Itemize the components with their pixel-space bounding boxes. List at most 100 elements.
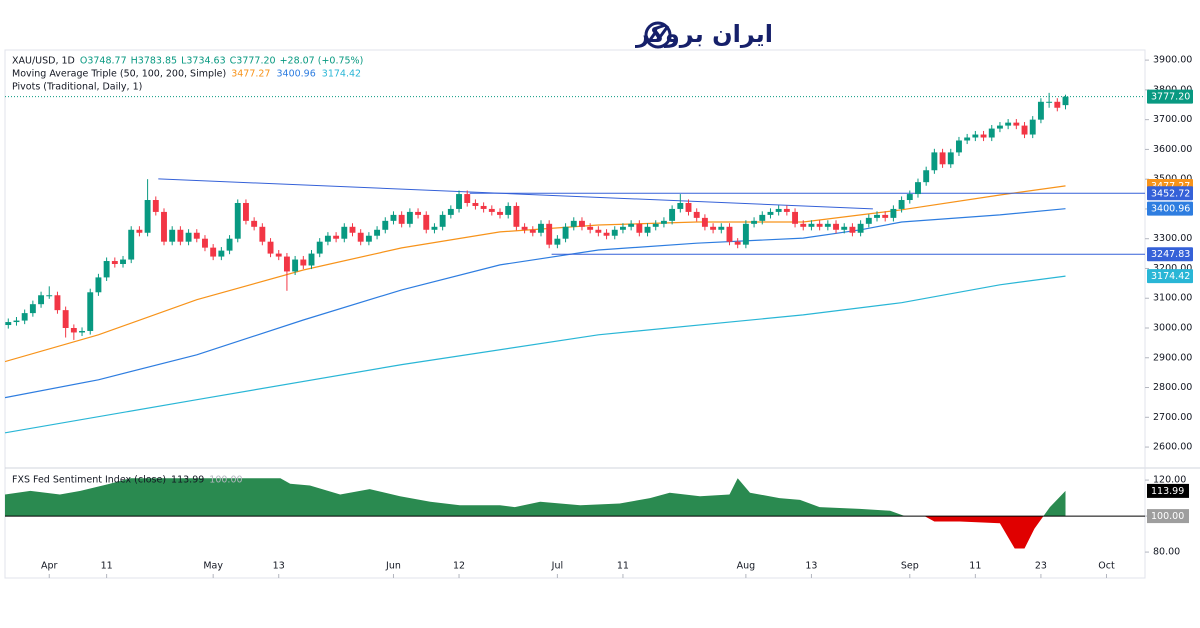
candle-body — [152, 200, 159, 212]
candle-body — [447, 208, 454, 215]
candle-body — [120, 259, 126, 265]
candle-body — [906, 194, 913, 201]
candle-body — [357, 232, 364, 242]
candle-body — [218, 250, 225, 257]
candle-body — [726, 226, 733, 242]
candle-body — [1062, 96, 1069, 106]
candle-body — [349, 226, 356, 233]
sentiment-label: 100.00 — [1151, 511, 1184, 522]
candle-body — [316, 241, 323, 254]
candle-body — [103, 261, 110, 278]
price-label-box — [1147, 89, 1193, 104]
candle-body — [275, 253, 282, 257]
main-pane — [5, 92, 1145, 434]
candle-body — [685, 202, 692, 212]
candle-body — [267, 241, 274, 254]
candle-body — [333, 235, 340, 239]
price-label-box — [1147, 247, 1193, 262]
candle-body — [587, 226, 594, 230]
legend-text: 113.99 — [171, 475, 204, 486]
legend-text: 3477.27 — [231, 69, 270, 80]
candle-body — [1029, 119, 1036, 135]
candle-body — [529, 229, 536, 233]
logo-icon — [644, 21, 672, 49]
candle-body — [242, 202, 249, 221]
candle-body — [161, 211, 167, 242]
candle-body — [882, 214, 889, 218]
candle-body — [259, 226, 266, 242]
moving-average — [5, 275, 1066, 434]
candle-body — [1005, 122, 1012, 126]
candle-body — [898, 200, 905, 209]
candle-body — [210, 247, 217, 257]
candle-body — [734, 241, 741, 245]
candle-body — [660, 220, 667, 224]
price-label: 3174.42 — [1151, 271, 1190, 282]
legend-text: 3174.42 — [322, 69, 361, 80]
x-tick-label: May — [203, 561, 223, 572]
candle-body — [1021, 125, 1028, 135]
candle-body — [365, 235, 372, 242]
candle-body — [472, 202, 479, 206]
candle-body — [742, 223, 749, 245]
price-label: 3452.72 — [1151, 188, 1190, 199]
y-tick-label: 2700.00 — [1153, 412, 1192, 423]
candle-body — [816, 223, 823, 227]
candle-body — [13, 320, 20, 323]
candle-body — [111, 261, 118, 265]
candle-body — [636, 223, 643, 233]
x-tick-label: Aug — [737, 561, 756, 572]
candle-body — [874, 214, 880, 218]
y-tick-label: 2800.00 — [1153, 382, 1192, 393]
candle-body — [669, 208, 676, 221]
candle-body — [849, 226, 856, 233]
candle-body — [497, 211, 503, 215]
price-label: 3777.20 — [1151, 92, 1190, 103]
candle-body — [775, 208, 782, 212]
candle-body — [300, 259, 307, 266]
y-tick-label: 2600.00 — [1153, 442, 1192, 453]
logo-arrow — [648, 25, 670, 41]
candle-body — [21, 313, 28, 321]
candle-body — [415, 211, 422, 215]
candle-body — [980, 134, 987, 138]
candle-body — [480, 205, 487, 209]
candle-body — [382, 220, 389, 230]
candle-body — [611, 229, 618, 236]
candle-body — [824, 223, 831, 227]
candle-body — [619, 226, 626, 230]
candle-body — [341, 226, 348, 239]
candle-body — [193, 232, 200, 239]
candle-body — [800, 223, 807, 227]
legend-text: Moving Average Triple (50, 100, 200, Sim… — [12, 69, 226, 80]
candle-body — [554, 238, 561, 245]
candle-body — [972, 134, 979, 138]
moving-average — [5, 208, 1066, 399]
candle-body — [128, 229, 135, 260]
candle-body — [144, 200, 151, 233]
candle-body — [841, 226, 848, 230]
candle-body — [185, 232, 192, 242]
candle-body — [956, 140, 962, 153]
x-tick-label: 11 — [101, 561, 113, 572]
candle-body — [95, 277, 102, 293]
candle-body — [488, 208, 495, 212]
price-label-box — [1147, 201, 1193, 216]
candle-body — [136, 229, 143, 233]
candle-body — [579, 220, 585, 227]
y-tick-label: 3900.00 — [1153, 55, 1192, 66]
candle-body — [792, 211, 799, 224]
legend-text: +28.07 (+0.75%) — [280, 56, 364, 67]
legend-text: Pivots (Traditional, Daily, 1) — [12, 82, 142, 93]
candle-body — [603, 232, 610, 236]
x-tick-label: 13 — [273, 561, 285, 572]
candle-body — [169, 229, 176, 242]
candle-body — [177, 229, 184, 242]
price-label-box — [1147, 269, 1193, 284]
x-tick-label: 11 — [969, 561, 981, 572]
candle-body — [677, 202, 684, 209]
candle-body — [570, 220, 577, 227]
candle-body — [693, 211, 700, 218]
